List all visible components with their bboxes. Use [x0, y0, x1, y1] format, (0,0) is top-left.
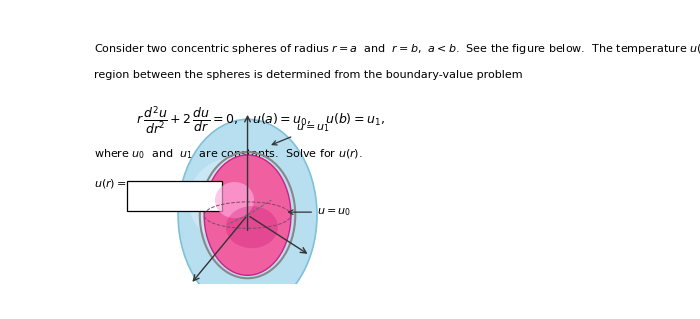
Ellipse shape: [226, 206, 278, 248]
Ellipse shape: [239, 203, 256, 227]
Text: $u = u_1$: $u = u_1$: [272, 122, 330, 145]
Ellipse shape: [233, 195, 262, 235]
Text: $r\,\dfrac{d^2u}{dr^2} + 2\,\dfrac{du}{dr} = 0, \quad u(a) = u_0, \quad u(b) = u: $r\,\dfrac{d^2u}{dr^2} + 2\,\dfrac{du}{d…: [136, 105, 385, 136]
Ellipse shape: [213, 167, 282, 263]
Text: where $u_0$  and  $u_1$  are constants.  Solve for $u(r)$.: where $u_0$ and $u_1$ are constants. Sol…: [94, 148, 363, 161]
Text: $u = u_0$: $u = u_0$: [288, 206, 351, 218]
Ellipse shape: [188, 158, 279, 244]
Ellipse shape: [178, 119, 317, 311]
FancyBboxPatch shape: [127, 181, 222, 211]
Ellipse shape: [230, 191, 265, 239]
Ellipse shape: [226, 185, 270, 245]
Ellipse shape: [215, 182, 254, 218]
Text: $u(r) =$: $u(r) =$: [94, 177, 127, 190]
Ellipse shape: [218, 175, 276, 255]
Ellipse shape: [204, 155, 291, 275]
Ellipse shape: [204, 155, 291, 275]
Ellipse shape: [211, 165, 284, 265]
Ellipse shape: [178, 119, 317, 311]
Ellipse shape: [195, 143, 300, 287]
Ellipse shape: [221, 179, 274, 251]
Ellipse shape: [187, 131, 308, 299]
Ellipse shape: [240, 205, 255, 225]
Text: region between the spheres is determined from the boundary-value problem: region between the spheres is determined…: [94, 70, 523, 80]
Ellipse shape: [204, 155, 291, 275]
Text: Consider two concentric spheres of radius $r = a$  and  $r = b$,  $a < b$.  See : Consider two concentric spheres of radiu…: [94, 42, 700, 56]
